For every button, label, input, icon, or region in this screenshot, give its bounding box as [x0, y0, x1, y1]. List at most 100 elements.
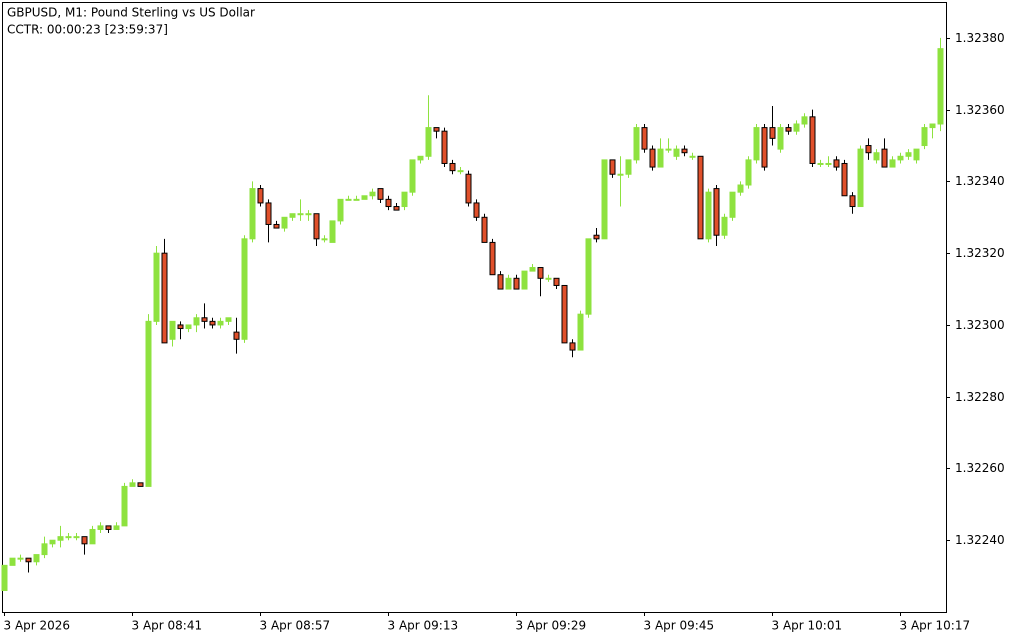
candle-body — [593, 234, 600, 240]
x-tick-label: 3 Apr 2026 — [4, 619, 71, 633]
candle-body — [809, 116, 816, 164]
candle-body — [33, 554, 40, 563]
candle-body — [393, 206, 400, 211]
candle-body — [641, 127, 648, 150]
candle-body — [873, 152, 880, 161]
candle-body — [465, 173, 472, 204]
candle-body — [577, 313, 584, 351]
candle-body — [153, 252, 160, 322]
candle-body — [369, 191, 376, 197]
candle-body — [377, 188, 384, 200]
candle-body — [209, 320, 216, 326]
candle-body — [601, 159, 608, 240]
x-tick-label: 3 Apr 09:13 — [388, 619, 459, 633]
candle-body — [561, 284, 568, 344]
x-tick-label: 3 Apr 09:45 — [644, 619, 715, 633]
candle-body — [25, 557, 32, 563]
y-tick-label: 1.32340 — [955, 174, 1005, 188]
candle-body — [857, 148, 864, 208]
candle-body — [321, 238, 328, 241]
candle-body — [313, 213, 320, 240]
candle-body — [497, 274, 504, 290]
candle-body — [49, 539, 56, 545]
candle-body — [921, 127, 928, 147]
candle-body — [281, 216, 288, 229]
candle-body — [449, 162, 456, 172]
candle-body — [345, 198, 352, 201]
candle-body — [137, 482, 144, 487]
candle-body — [625, 159, 632, 175]
y-tick-label: 1.32360 — [955, 103, 1005, 117]
candle-body — [353, 198, 360, 201]
candle-body — [1, 564, 8, 591]
candle-body — [473, 202, 480, 218]
candle-body — [841, 162, 848, 197]
candle-body — [705, 191, 712, 240]
candle-body — [201, 317, 208, 322]
candle-body — [457, 170, 464, 173]
candle-body — [713, 188, 720, 236]
candle-body — [569, 342, 576, 351]
candle-body — [777, 127, 784, 150]
candle-body — [929, 123, 936, 129]
candle-body — [681, 148, 688, 154]
candle-body — [529, 267, 536, 272]
candle-body — [833, 159, 840, 168]
candle-body — [545, 277, 552, 280]
candle-body — [73, 536, 80, 539]
candle-body — [121, 485, 128, 527]
candle-body — [481, 216, 488, 243]
candle-body — [441, 130, 448, 164]
candle-body — [169, 320, 176, 340]
candle-body — [689, 155, 696, 158]
candle-body — [721, 216, 728, 236]
candle-body — [361, 195, 368, 200]
y-tick-label: 1.32320 — [955, 246, 1005, 260]
candle-body — [505, 277, 512, 290]
plot-frame — [2, 2, 947, 613]
candle-body — [553, 277, 560, 286]
candle-body — [889, 159, 896, 168]
candle-body — [785, 127, 792, 132]
candle-body — [673, 148, 680, 157]
candle-body — [105, 525, 112, 530]
candle-body — [81, 536, 88, 545]
candle-body — [257, 188, 264, 204]
candle-body — [897, 155, 904, 161]
candle-body — [305, 213, 312, 216]
candle-body — [241, 238, 248, 340]
x-tick-label: 3 Apr 08:57 — [260, 619, 331, 633]
candle-body — [273, 223, 280, 229]
candle-body — [57, 536, 64, 541]
candle-body — [521, 270, 528, 290]
candle-body — [217, 320, 224, 326]
candle-body — [177, 324, 184, 330]
chart-title: GBPUSD, M1: Pound Sterling vs US Dollar — [7, 6, 255, 20]
chart-subtitle: CCTR: 00:00:23 [23:59:37] — [7, 23, 168, 37]
candle-body — [513, 277, 520, 290]
y-tick-label: 1.32240 — [955, 533, 1005, 547]
y-tick-label: 1.32380 — [955, 31, 1005, 45]
candle-body — [865, 145, 872, 154]
candle-body — [937, 48, 944, 125]
candle-body — [17, 557, 24, 560]
candle-body — [185, 324, 192, 330]
candle-body — [433, 127, 440, 132]
candle-body — [9, 557, 16, 566]
candle-body — [65, 536, 72, 539]
candle-body — [265, 202, 272, 225]
candle-body — [881, 148, 888, 168]
candle-body — [161, 252, 168, 344]
x-tick-label: 3 Apr 08:41 — [132, 619, 203, 633]
candle-body — [905, 152, 912, 157]
candle-body — [745, 159, 752, 186]
candle-body — [801, 116, 808, 125]
candle-body — [289, 213, 296, 218]
candle-body — [489, 241, 496, 276]
candle-body — [297, 213, 304, 216]
candle-body — [817, 162, 824, 165]
candle-body — [753, 127, 760, 161]
candle-body — [585, 238, 592, 315]
